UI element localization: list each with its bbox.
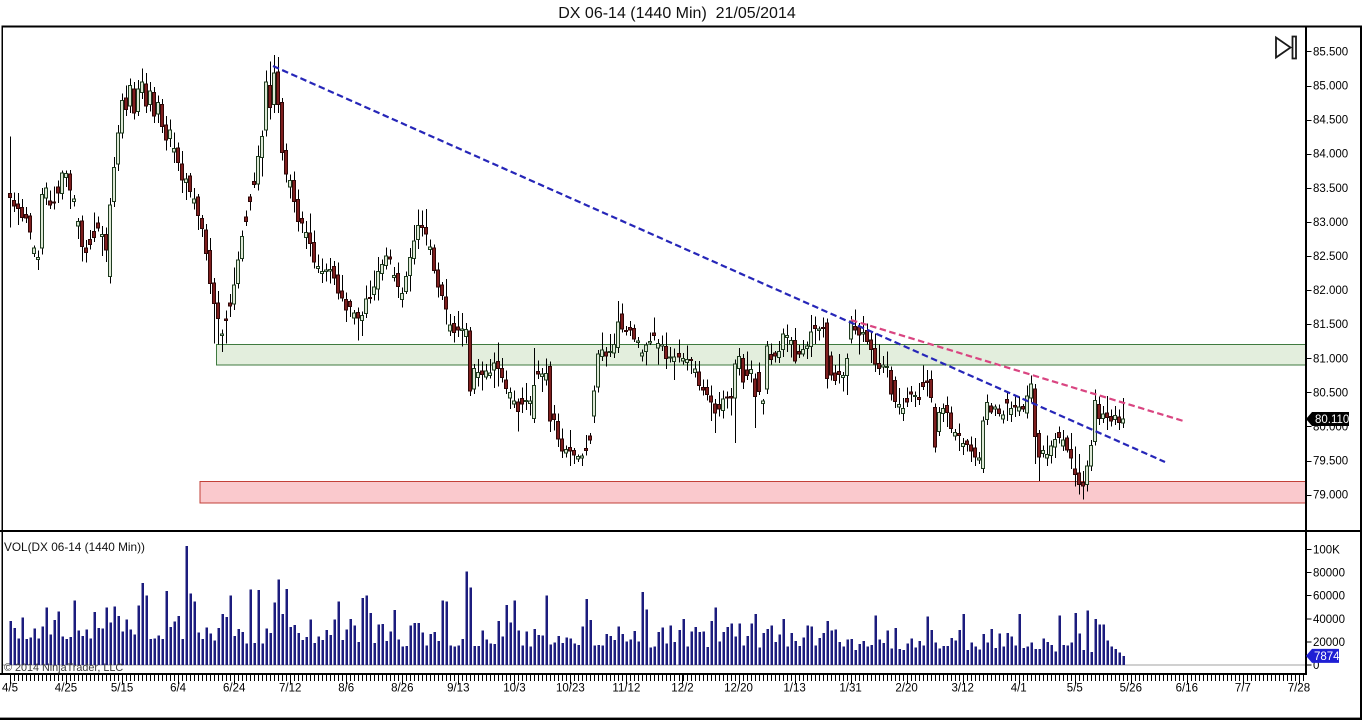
svg-text:10/3: 10/3 [503,683,525,695]
svg-text:8/26: 8/26 [391,683,413,695]
svg-text:VOL(DX 06-14 (1440 Min)): VOL(DX 06-14 (1440 Min)) [4,540,145,554]
svg-text:1/13: 1/13 [783,683,805,695]
svg-text:60000: 60000 [1313,591,1345,603]
svg-text:4/5: 4/5 [2,683,18,695]
svg-text:81.500: 81.500 [1313,319,1348,331]
svg-text:© 2014 NinjaTrader, LLC: © 2014 NinjaTrader, LLC [4,662,123,674]
svg-text:7874: 7874 [1314,651,1340,663]
svg-text:84.000: 84.000 [1313,149,1348,161]
svg-text:7/7: 7/7 [1235,683,1251,695]
svg-text:5/15: 5/15 [111,683,133,695]
svg-text:40000: 40000 [1313,614,1345,626]
svg-text:1/31: 1/31 [839,683,861,695]
svg-text:6/24: 6/24 [223,683,246,695]
svg-text:84.500: 84.500 [1313,115,1348,127]
svg-text:83.500: 83.500 [1313,183,1348,195]
svg-text:11/12: 11/12 [612,683,640,695]
svg-text:7/28: 7/28 [1288,683,1310,695]
svg-text:3/12: 3/12 [952,683,974,695]
svg-text:4/1: 4/1 [1011,683,1027,695]
svg-text:6/4: 6/4 [170,683,187,695]
svg-text:79.000: 79.000 [1313,490,1348,502]
svg-text:82.500: 82.500 [1313,251,1348,263]
svg-text:5/5: 5/5 [1067,683,1083,695]
svg-text:12/2: 12/2 [671,683,693,695]
svg-text:85.500: 85.500 [1313,46,1348,58]
svg-text:80000: 80000 [1313,568,1345,580]
svg-text:8/6: 8/6 [338,683,354,695]
svg-text:81.000: 81.000 [1313,353,1348,365]
svg-text:83.000: 83.000 [1313,217,1348,229]
svg-text:79.500: 79.500 [1313,456,1348,468]
svg-text:2/20: 2/20 [895,683,917,695]
svg-text:DX 06-14 (1440 Min) 21/05/201: DX 06-14 (1440 Min) 21/05/2014 [558,5,796,22]
svg-text:12/20: 12/20 [724,683,753,695]
svg-text:80.110: 80.110 [1315,414,1349,426]
svg-text:6/16: 6/16 [1176,683,1198,695]
svg-text:7/12: 7/12 [279,683,301,695]
svg-text:80.500: 80.500 [1313,387,1348,399]
svg-text:82.000: 82.000 [1313,285,1348,297]
svg-text:10/23: 10/23 [556,683,585,695]
svg-text:5/26: 5/26 [1120,683,1142,695]
svg-text:20000: 20000 [1313,637,1345,649]
svg-text:85.000: 85.000 [1313,81,1348,93]
svg-text:0: 0 [1313,660,1319,672]
svg-text:100K: 100K [1313,545,1340,557]
svg-text:4/25: 4/25 [55,683,77,695]
svg-text:9/13: 9/13 [447,683,469,695]
